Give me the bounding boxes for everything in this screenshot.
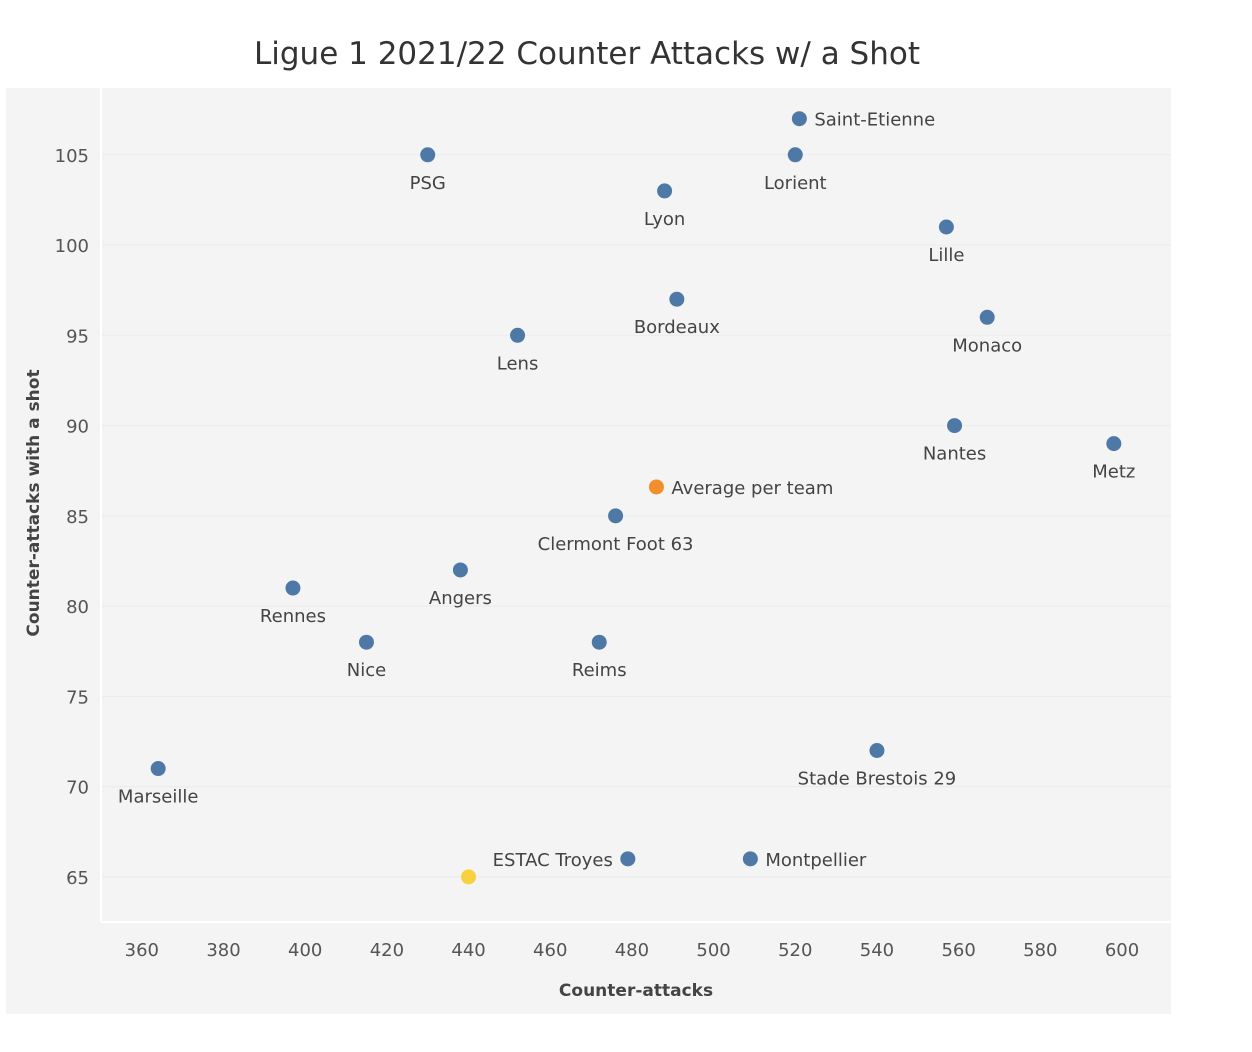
data-point xyxy=(648,479,664,495)
point-label: Lille xyxy=(928,245,964,266)
data-point xyxy=(657,183,673,199)
point-label: Nice xyxy=(347,660,386,681)
x-tick-label: 360 xyxy=(125,940,159,961)
data-points xyxy=(150,111,1122,885)
grid-lines xyxy=(101,154,1171,878)
point-label: Lens xyxy=(497,353,539,374)
data-point xyxy=(420,147,436,163)
data-labels: Saint-Etienne PSG Lorient Lyon Lille Bordeaux… xyxy=(118,110,1135,871)
data-point xyxy=(461,869,477,885)
data-point xyxy=(591,634,607,650)
data-point xyxy=(742,851,758,867)
x-tick-label: 480 xyxy=(615,940,649,961)
point-label: Monaco xyxy=(952,335,1022,356)
data-point xyxy=(510,327,526,343)
data-point xyxy=(938,219,954,235)
plot-area xyxy=(101,88,1171,922)
x-axis-title: Counter-attacks xyxy=(559,981,713,1001)
y-axis-title: Counter-attacks with a shot xyxy=(24,369,44,636)
point-label: Lyon xyxy=(644,209,685,230)
point-label: PSG xyxy=(410,173,446,194)
point-label: Rennes xyxy=(260,606,326,627)
point-label: Marseille xyxy=(118,787,199,808)
y-tick-label: 85 xyxy=(66,507,89,528)
point-label: Metz xyxy=(1092,462,1135,483)
data-point xyxy=(452,562,468,578)
point-label: ESTAC Troyes xyxy=(493,850,613,871)
data-point xyxy=(669,291,685,307)
x-tick-label: 420 xyxy=(370,940,404,961)
data-point xyxy=(358,634,374,650)
point-label: Clermont Foot 63 xyxy=(538,534,694,555)
y-tick-label: 80 xyxy=(66,597,89,618)
point-label: Saint-Etienne xyxy=(814,110,935,131)
data-point xyxy=(285,580,301,596)
x-tick-label: 520 xyxy=(778,940,812,961)
data-point xyxy=(620,851,636,867)
data-point xyxy=(869,743,885,759)
x-tick-label: 540 xyxy=(860,940,894,961)
x-tick-label: 380 xyxy=(206,940,240,961)
point-label: Montpellier xyxy=(765,850,867,871)
data-point xyxy=(787,147,803,163)
y-tick-label: 70 xyxy=(66,778,89,799)
x-tick-label: 580 xyxy=(1023,940,1057,961)
x-tick-label: 440 xyxy=(451,940,485,961)
y-tick-label: 105 xyxy=(55,146,89,167)
point-label: Stade Brestois 29 xyxy=(798,769,957,790)
point-label: Reims xyxy=(572,660,627,681)
y-axis-ticks: 65 70 75 80 85 90 95 100 105 xyxy=(55,146,89,889)
x-tick-label: 460 xyxy=(533,940,567,961)
x-tick-label: 500 xyxy=(696,940,730,961)
y-tick-label: 75 xyxy=(66,687,89,708)
x-tick-label: 600 xyxy=(1105,940,1139,961)
chart-title: Ligue 1 2021/22 Counter Attacks w/ a Sho… xyxy=(254,36,920,72)
data-point xyxy=(608,508,624,524)
point-label: Angers xyxy=(429,588,492,609)
x-tick-label: 400 xyxy=(288,940,322,961)
data-point xyxy=(947,418,963,434)
y-tick-label: 95 xyxy=(66,326,89,347)
data-point xyxy=(1106,436,1122,452)
data-point xyxy=(791,111,807,127)
point-label: Nantes xyxy=(923,444,986,465)
point-label: Lorient xyxy=(764,173,827,194)
data-point xyxy=(979,309,995,325)
x-tick-label: 560 xyxy=(941,940,975,961)
point-label: Average per team xyxy=(671,478,833,499)
data-point xyxy=(150,761,166,777)
y-tick-label: 90 xyxy=(66,417,89,438)
point-label: Bordeaux xyxy=(634,317,720,338)
y-tick-label: 100 xyxy=(55,236,89,257)
y-tick-label: 65 xyxy=(66,868,89,889)
x-axis-ticks: 360 380 400 420 440 460 480 500 520 540 560 580 600 xyxy=(125,940,1140,961)
